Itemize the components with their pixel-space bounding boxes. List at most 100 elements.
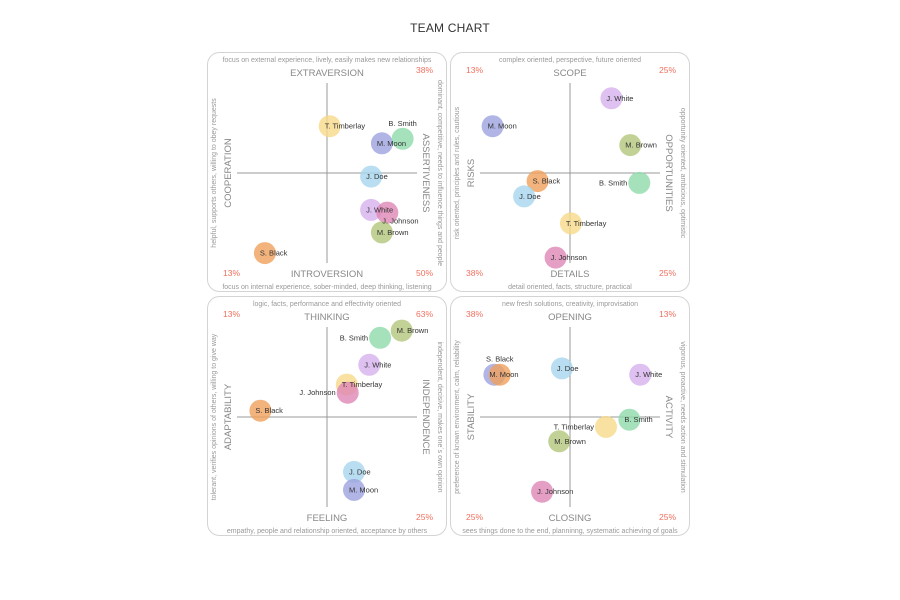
data-point: [376, 201, 399, 224]
data-point-label: J. Johnson: [299, 388, 335, 397]
data-point: [629, 363, 652, 386]
data-point: [600, 87, 623, 110]
data-point-label: J. Johnson: [382, 217, 418, 226]
data-point: [618, 408, 641, 431]
bottom-description: focus on internal experience, sober-mind…: [222, 284, 431, 291]
quadrant-chart: new fresh solutions, creativity, improvi…: [450, 296, 690, 536]
data-point: [595, 415, 617, 438]
data-point: [343, 460, 365, 483]
data-point-label: J. Doe: [519, 192, 541, 201]
top-description: logic, facts, performance and effectivit…: [253, 301, 401, 308]
top-axis-label: SCOPE: [553, 68, 586, 79]
data-point-label: B. Smith: [599, 178, 627, 187]
right-axis-label: OPPORTUNITIES: [663, 134, 674, 211]
bottom-axis-label: INTROVERSION: [291, 269, 363, 280]
corner-percent-br: 50%: [416, 268, 433, 278]
data-point: [390, 319, 413, 342]
data-point-label: B. Smith: [388, 119, 416, 128]
data-point-label: J. Doe: [557, 364, 579, 373]
panel-thinking-feeling: logic, facts, performance and effectivit…: [207, 296, 447, 536]
data-point: [253, 242, 276, 265]
chart-title: TEAM CHART: [410, 21, 490, 35]
data-point-label: J. White: [364, 360, 391, 369]
bottom-axis-label: DETAILS: [551, 269, 590, 280]
data-point: [628, 171, 651, 194]
panel-scope-details: complex oriented, perspective, future or…: [450, 52, 690, 292]
data-point-label: M. Moon: [488, 122, 517, 131]
data-point-label: J. White: [366, 205, 393, 214]
left-description: risk oriented, principles and rules, cau…: [454, 106, 461, 239]
data-point: [369, 326, 392, 349]
corner-percent-tl: 38%: [466, 309, 483, 319]
data-point-label: T. Timberlay: [325, 122, 366, 131]
corner-percent-tr: 25%: [659, 65, 676, 75]
data-point: [370, 221, 393, 244]
right-description: independent, decisive, makes one´s own o…: [436, 342, 443, 493]
corner-percent-bl: 13%: [223, 268, 240, 278]
data-point: [249, 399, 272, 422]
data-point: [481, 115, 504, 138]
quadrant-chart: focus on external experience, lively, ea…: [207, 52, 447, 292]
panel-extraversion-introversion: focus on external experience, lively, ea…: [207, 52, 447, 292]
corner-percent-br: 25%: [659, 512, 676, 522]
corner-percent-tr: 13%: [659, 309, 676, 319]
data-point: [358, 353, 381, 376]
data-point-label: M. Brown: [377, 228, 409, 237]
corner-percent-tr: 38%: [416, 65, 433, 75]
data-point: [488, 363, 511, 386]
top-description: complex oriented, perspective, future or…: [499, 57, 641, 64]
data-point-label: T. Timberlay: [566, 219, 607, 228]
corner-percent-br: 25%: [659, 268, 676, 278]
data-point-label: M. Brown: [554, 437, 586, 446]
data-point: [619, 134, 642, 157]
corner-percent-tl: 13%: [466, 65, 483, 75]
data-point-label: M. Moon: [349, 485, 378, 494]
data-point-label: S. Black: [533, 177, 561, 186]
quadrant-chart: logic, facts, performance and effectivit…: [207, 296, 447, 536]
data-point-label: J. Johnson: [537, 487, 573, 496]
quadrant-chart: complex oriented, perspective, future or…: [450, 52, 690, 292]
panel-opening-closing: new fresh solutions, creativity, improvi…: [450, 296, 690, 536]
corner-percent-tl: 13%: [223, 309, 240, 319]
data-point: [544, 246, 567, 269]
data-point: [360, 198, 383, 221]
data-point-label: J. Doe: [366, 172, 388, 181]
bottom-description: empathy, people and relationship oriente…: [227, 528, 428, 535]
data-point: [548, 430, 571, 453]
left-axis-label: STABILITY: [466, 393, 477, 440]
data-point-label: M. Brown: [625, 141, 657, 150]
data-point-label: S. Black: [486, 355, 514, 364]
bottom-description: detail oriented, facts, structure, pract…: [508, 284, 632, 291]
corner-percent-bl: 38%: [466, 268, 483, 278]
right-description: opportunity oriented, ambicious, optimis…: [679, 108, 686, 239]
data-point-label: T. Timberlay: [554, 422, 595, 431]
corner-percent-bl: 25%: [466, 512, 483, 522]
data-point-label: M. Moon: [377, 139, 406, 148]
left-description: tolerant, verifies opinions of others, w…: [211, 333, 218, 500]
data-point: [513, 185, 536, 208]
left-description: preference of known environment, calm, r…: [454, 340, 461, 494]
data-point-label: T. Timberlay: [342, 380, 383, 389]
data-point-label: J. White: [606, 94, 633, 103]
data-point-label: S. Black: [260, 249, 288, 258]
data-point: [360, 165, 383, 188]
data-point: [391, 127, 414, 150]
right-axis-label: ASSERTIVENESS: [420, 133, 431, 212]
right-axis-label: ACTIVITY: [663, 396, 674, 439]
data-point: [531, 480, 554, 503]
bottom-axis-label: FEELING: [307, 513, 348, 524]
data-point: [559, 212, 582, 235]
data-point: [336, 381, 359, 404]
right-description: vigorous, proactive, needs action and st…: [679, 341, 686, 492]
data-point: [550, 357, 573, 380]
bottom-axis-label: CLOSING: [549, 513, 592, 524]
top-description: focus on external experience, lively, ea…: [223, 57, 432, 64]
bottom-description: sees things done to the end, planninng, …: [462, 528, 678, 535]
data-point-label: J. Johnson: [551, 253, 587, 262]
top-axis-label: OPENING: [548, 312, 592, 323]
corner-percent-br: 25%: [416, 512, 433, 522]
right-description: dominant, competitive, needs to influenc…: [436, 80, 443, 266]
data-point-label: B. Smith: [340, 333, 368, 342]
data-point-label: J. Doe: [349, 467, 371, 476]
left-description: helpful, supports others, willing to obe…: [211, 98, 218, 248]
